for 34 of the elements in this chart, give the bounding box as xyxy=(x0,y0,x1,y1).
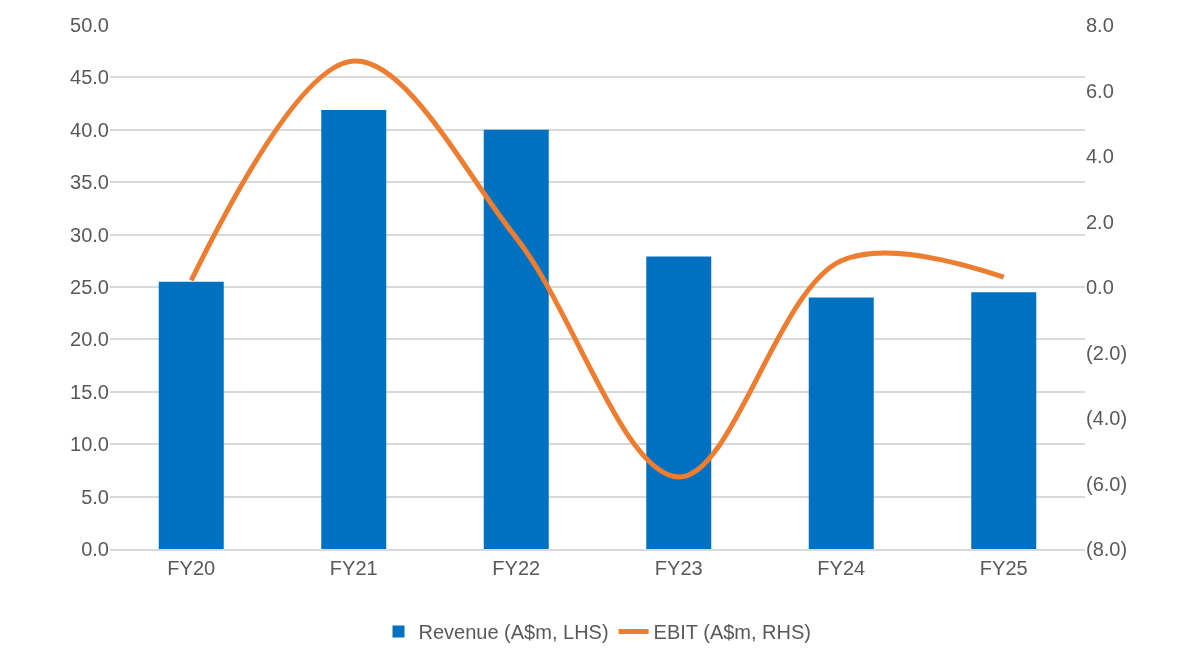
y-tick-label: 50.0 xyxy=(70,14,109,36)
x-tick-label: FY21 xyxy=(329,557,378,579)
y-tick-label: 15.0 xyxy=(70,380,109,403)
y2-tick-label: (8.0) xyxy=(1086,538,1128,560)
y2-tick-label: 0.0 xyxy=(1086,276,1114,298)
y-tick-label: 5.0 xyxy=(81,485,109,508)
bar xyxy=(971,292,1037,549)
bar xyxy=(321,109,387,549)
y2-tick-label: (4.0) xyxy=(1086,407,1128,429)
y2-tick-label: (2.0) xyxy=(1086,341,1128,364)
y-tick-label: 0.0 xyxy=(81,538,109,560)
legend-label: EBIT (A$m, RHS) xyxy=(653,621,812,644)
bar xyxy=(646,256,712,549)
bar xyxy=(483,129,549,549)
x-tick-label: FY23 xyxy=(654,557,703,579)
y-tick-label: 35.0 xyxy=(70,171,109,194)
y2-tick-label: (6.0) xyxy=(1086,472,1128,495)
legend-label: Revenue (A$m, LHS) xyxy=(418,621,609,644)
y2-tick-label: 4.0 xyxy=(1086,145,1114,167)
bar xyxy=(158,281,224,549)
y-tick-label: 20.0 xyxy=(70,328,109,351)
y-tick-label: 45.0 xyxy=(70,66,109,89)
y2-tick-label: 6.0 xyxy=(1086,79,1114,102)
y-tick-label: 10.0 xyxy=(70,433,109,456)
y-tick-label: 25.0 xyxy=(70,276,109,298)
x-tick-label: FY20 xyxy=(167,557,216,579)
bar xyxy=(808,297,874,549)
y2-tick-label: 2.0 xyxy=(1086,210,1114,233)
y2-tick-label: 8.0 xyxy=(1086,14,1114,36)
y-tick-label: 30.0 xyxy=(70,223,109,246)
x-tick-label: FY24 xyxy=(817,557,866,579)
y-tick-label: 40.0 xyxy=(70,118,109,141)
x-tick-label: FY25 xyxy=(979,557,1028,579)
x-tick-label: FY22 xyxy=(492,557,541,579)
